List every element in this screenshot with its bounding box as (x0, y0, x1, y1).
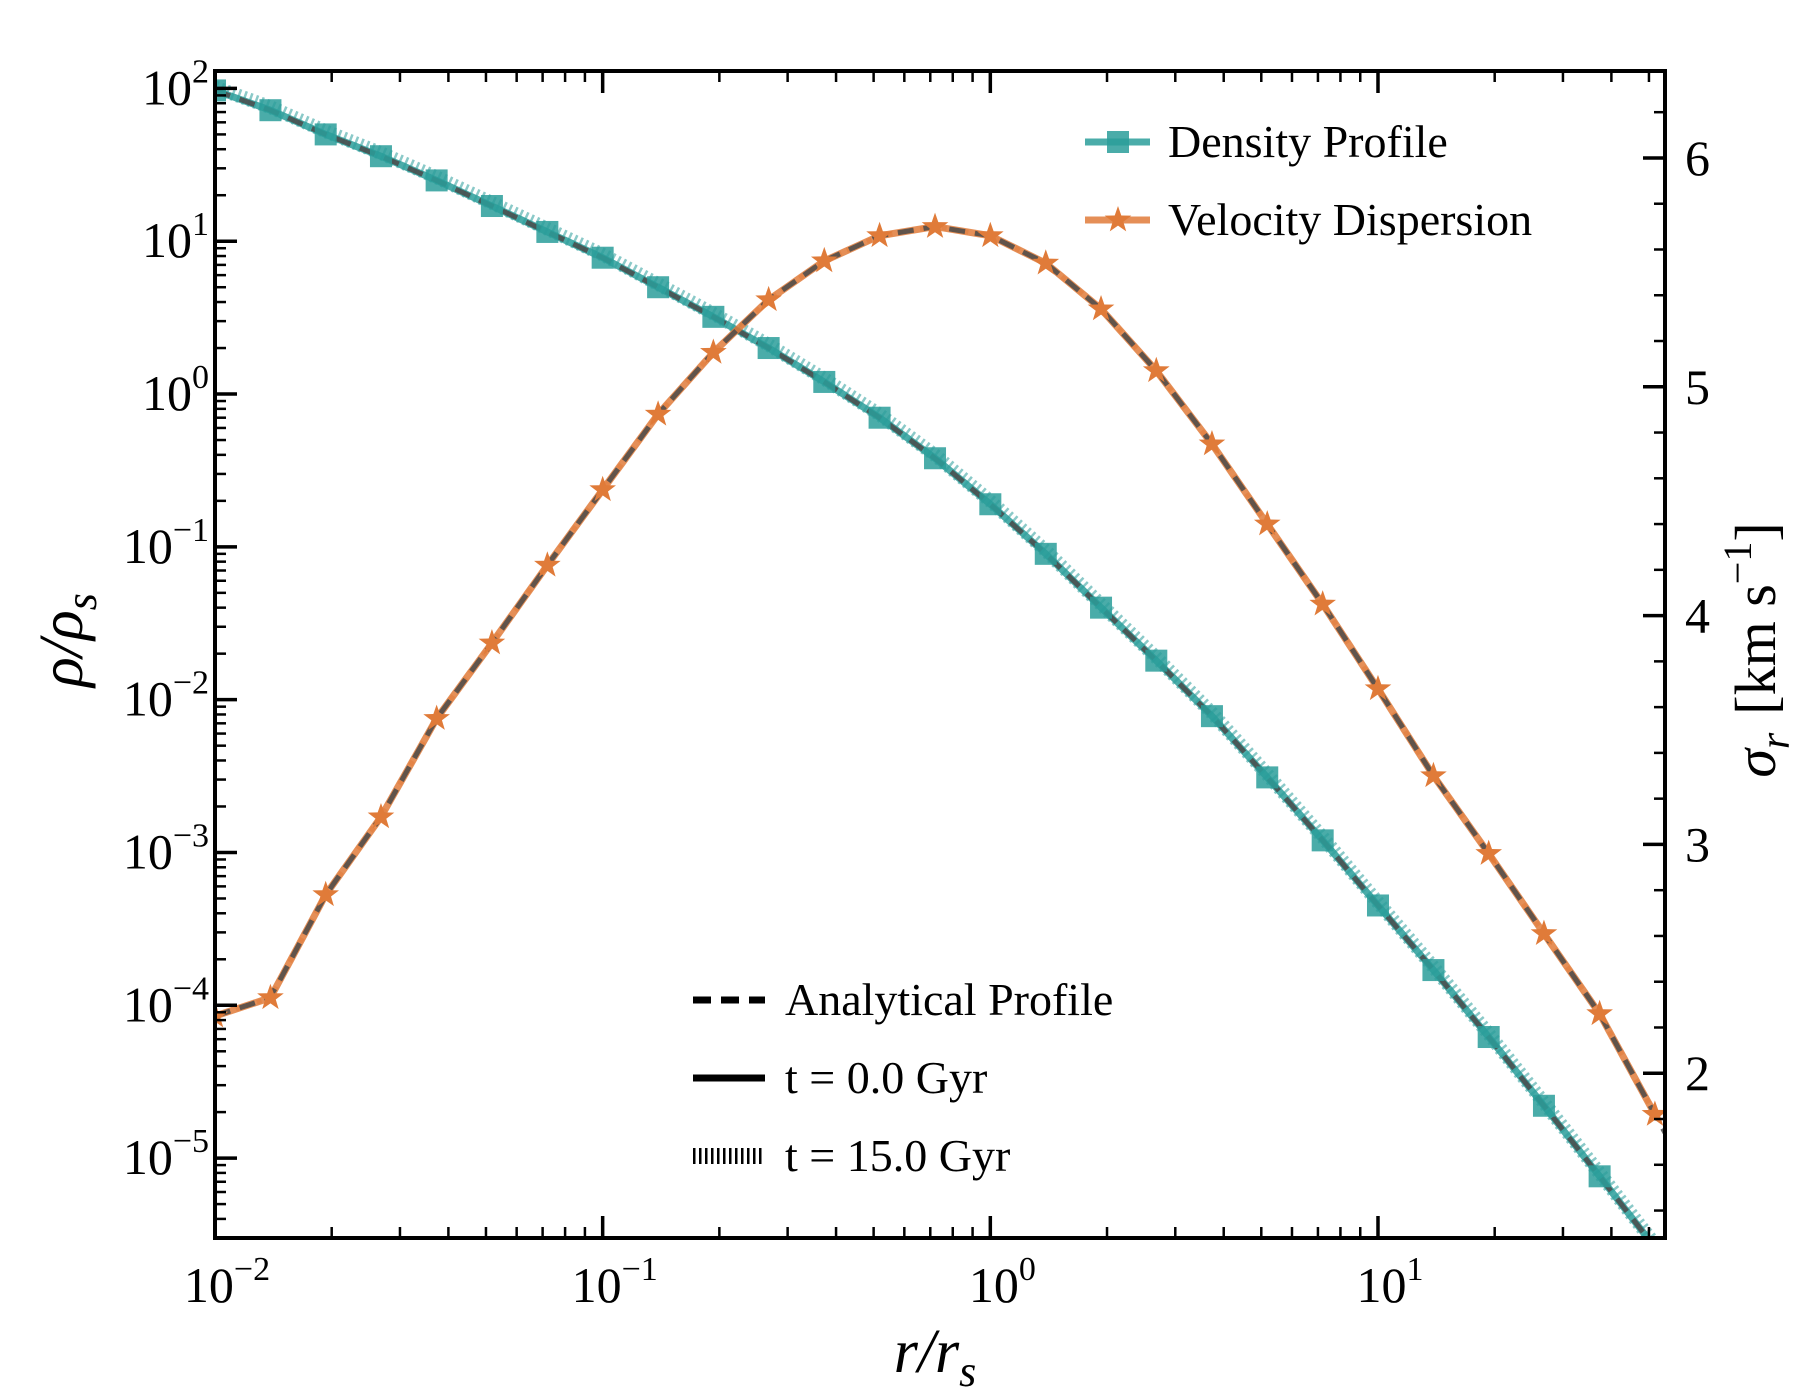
legend-label-density: Density Profile (1168, 116, 1448, 167)
y-right-tick-label-3: 5 (1685, 359, 1710, 415)
data-point-density-20 (1311, 829, 1334, 852)
legend-entry-analytical: Analytical Profile (693, 974, 1113, 1025)
data-point-velocity-13 (921, 212, 949, 238)
data-point-density-4 (425, 169, 448, 192)
legend-label-t15: t = 15.0 Gyr (785, 1130, 1010, 1181)
legend-entry-t0: t = 0.0 Gyr (693, 1052, 987, 1103)
y-right-tick-label-4: 6 (1685, 130, 1710, 186)
data-point-density-5 (480, 195, 503, 218)
data-point-density-25 (1588, 1165, 1611, 1188)
data-point-density-24 (1532, 1094, 1555, 1117)
data-point-density-13 (924, 447, 947, 470)
data-point-density-23 (1477, 1026, 1500, 1049)
data-point-density-14 (979, 493, 1002, 516)
data-point-density-2 (314, 123, 337, 146)
data-point-density-10 (757, 337, 780, 360)
y-right-axis-label: σr[km s−1] (1715, 522, 1799, 777)
x-tick-label-0: 10−2 (184, 1251, 270, 1313)
legend-entry-velocity: Velocity Dispersion (1085, 194, 1532, 245)
y-left-axis-label: ρ/ρs (28, 593, 106, 689)
data-point-density-17 (1145, 649, 1168, 672)
data-point-density-8 (647, 276, 670, 299)
legend-entry-density: Density Profile (1085, 116, 1448, 167)
legend-marker-star-icon (1104, 206, 1132, 232)
y-right-tick-label-1: 3 (1685, 816, 1710, 872)
legend-label-t0: t = 0.0 Gyr (785, 1052, 987, 1103)
data-point-density-3 (369, 145, 392, 168)
data-point-density-18 (1200, 705, 1223, 728)
legend-label-velocity: Velocity Dispersion (1168, 194, 1532, 245)
data-point-density-15 (1034, 542, 1057, 565)
x-axis-label: r/rs (894, 1318, 977, 1396)
data-point-density-22 (1422, 959, 1445, 982)
x-tick-label-2: 100 (969, 1251, 1036, 1313)
y-left-tick-label-0: 102 (142, 53, 209, 115)
data-point-density-1 (259, 99, 282, 122)
x-tick-label-1: 10−1 (572, 1251, 658, 1313)
legend-entry-t15: t = 15.0 Gyr (693, 1130, 1010, 1181)
series-markers (215, 79, 1665, 1238)
data-point-density-16 (1090, 596, 1113, 619)
x-tick-label-3: 101 (1356, 1251, 1423, 1313)
y-left-tick-label-4: 10−2 (123, 665, 209, 727)
data-point-density-21 (1366, 894, 1389, 917)
data-point-density-19 (1256, 766, 1279, 789)
data-point-density-0 (215, 79, 226, 102)
legend-series: Density Profile Velocity Dispersion (1085, 116, 1532, 245)
data-point-density-9 (702, 305, 725, 328)
data-point-density-11 (813, 370, 836, 393)
legend-marker-square-icon (1107, 131, 1129, 153)
y-left-tick-label-2: 100 (142, 359, 209, 421)
y-left-tick-label-3: 10−1 (123, 512, 209, 574)
data-point-density-6 (536, 220, 559, 243)
y-left-tick-label-1: 101 (142, 206, 209, 268)
legend-label-analytical: Analytical Profile (785, 974, 1113, 1025)
tick-labels: 10−2 10−1 100 101 102 101 100 10−1 10−2 10−3 10−4 1… (123, 53, 1710, 1313)
series-analytical-line-velocity (215, 224, 1665, 1135)
y-left-tick-label-7: 10−5 (123, 1123, 209, 1185)
y-right-tick-label-2: 4 (1685, 588, 1710, 644)
y-right-tick-label-0: 2 (1685, 1045, 1710, 1101)
plot-frame (213, 69, 1667, 1240)
data-point-density-7 (591, 246, 614, 269)
y-left-tick-label-6: 10−4 (123, 970, 209, 1032)
legend-styles: Analytical Profile t = 0.0 Gyr t = 15.0 … (693, 974, 1113, 1181)
y-left-tick-label-5: 10−3 (123, 817, 209, 879)
data-point-density-12 (868, 406, 891, 429)
